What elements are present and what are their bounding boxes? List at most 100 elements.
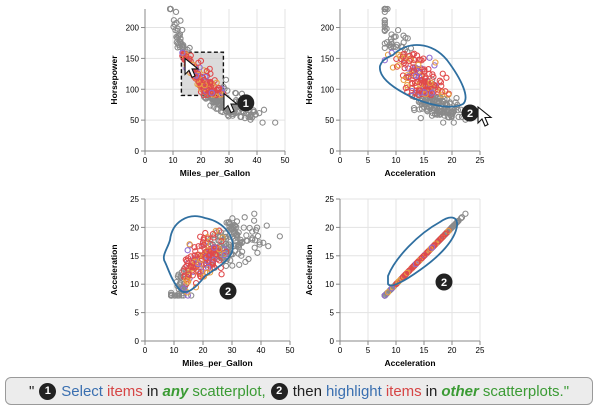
point-highlighted: [184, 247, 191, 254]
point: [394, 26, 402, 34]
point-highlighted: [196, 270, 203, 277]
point-highlighted: [215, 84, 223, 92]
lasso-selection[interactable]: [162, 215, 234, 293]
point: [214, 105, 222, 112]
point-highlighted: [381, 57, 388, 64]
caption-select: Select: [61, 382, 103, 400]
point: [238, 252, 245, 259]
caption-other: other: [441, 382, 479, 400]
point-highlighted: [421, 89, 428, 96]
x-tick-label: 10: [392, 156, 401, 165]
point-highlighted: [442, 88, 449, 95]
badge-marker: 1: [237, 94, 255, 112]
x-tick-label: 25: [476, 346, 485, 355]
caption-in-1: in: [146, 382, 159, 400]
point-highlighted: [393, 63, 401, 70]
point-highlighted: [413, 259, 421, 266]
point-highlighted: [405, 74, 412, 81]
point: [175, 41, 182, 48]
x-tick-label: 25: [476, 156, 485, 165]
point: [222, 230, 229, 237]
point: [276, 233, 283, 240]
point-highlighted: [406, 52, 413, 60]
point-highlighted: [426, 54, 433, 61]
cursor-arrow-icon: [223, 92, 239, 114]
point: [229, 215, 236, 222]
point-highlighted: [195, 59, 202, 66]
point-highlighted: [197, 233, 204, 240]
caption-badge-1: 1: [39, 382, 57, 400]
point-highlighted: [207, 83, 214, 90]
x-axis-title: Acceleration: [384, 168, 435, 178]
point-highlighted: [404, 82, 411, 89]
x-tick-label: 20: [448, 156, 457, 165]
badge-number: 2: [441, 277, 447, 289]
point: [381, 27, 388, 35]
point: [381, 40, 388, 47]
point-highlighted: [400, 76, 407, 84]
x-tick-label: 40: [253, 156, 262, 165]
point-highlighted: [183, 262, 190, 269]
point: [232, 222, 239, 230]
y-tick-label: 0: [330, 337, 335, 346]
lasso-selection[interactable]: [379, 44, 467, 108]
point: [222, 76, 230, 83]
point: [247, 116, 254, 123]
point-highlighted: [199, 239, 207, 246]
point-highlighted: [185, 271, 192, 278]
caption-items-2: items: [385, 382, 422, 400]
y-tick-label: 0: [135, 147, 140, 156]
point-highlighted: [428, 89, 436, 96]
point: [388, 38, 395, 45]
point-highlighted: [409, 51, 416, 58]
y-tick-label: 200: [321, 24, 335, 33]
lasso-selection[interactable]: [387, 216, 458, 287]
point-highlighted: [191, 252, 198, 259]
point: [172, 8, 180, 16]
point: [245, 255, 252, 263]
point-highlighted: [184, 292, 191, 299]
point: [241, 214, 248, 221]
point-highlighted: [179, 49, 186, 56]
point: [249, 235, 256, 242]
badge-circle: [219, 282, 237, 300]
point-highlighted: [413, 87, 420, 94]
y-tick-label: 0: [330, 147, 335, 156]
point: [402, 34, 409, 41]
y-axis-title: Acceleration: [304, 244, 314, 295]
point: [233, 223, 240, 231]
point-highlighted: [432, 59, 439, 66]
point-highlighted: [211, 244, 218, 251]
point-highlighted: [221, 252, 228, 259]
point: [240, 224, 247, 231]
y-axis-title: Horsepower: [109, 55, 119, 105]
point: [435, 109, 442, 117]
y-tick-label: 10: [130, 280, 139, 289]
point: [381, 44, 388, 52]
point-highlighted: [219, 234, 226, 241]
y-tick-label: 15: [325, 252, 334, 261]
point: [234, 242, 242, 250]
point: [167, 5, 174, 13]
point: [251, 244, 258, 251]
point-highlighted: [208, 89, 215, 96]
point-highlighted: [409, 264, 416, 271]
y-tick-label: 25: [130, 195, 139, 204]
point-highlighted: [200, 235, 207, 242]
point: [453, 95, 460, 102]
point: [253, 224, 261, 231]
scatterplot-panel-4: 0 5 10 15 20 25 0 5 10 15 20 25 Acceleration Accelera…: [304, 195, 485, 368]
cursor-arrow-icon: [184, 57, 200, 79]
y-tick-label: 10: [325, 280, 334, 289]
point-highlighted: [439, 233, 446, 240]
point-highlighted: [418, 57, 425, 64]
point: [411, 106, 418, 114]
scatterplot-matrix: 0 10 20 30 40 50050100150200Miles_per_GallonH…: [109, 5, 493, 368]
x-tick-label: 15: [420, 346, 429, 355]
point: [449, 223, 456, 231]
point: [435, 97, 443, 105]
point: [449, 105, 456, 112]
point-highlighted: [409, 64, 417, 71]
point-highlighted: [402, 84, 409, 92]
point-highlighted: [421, 75, 429, 82]
